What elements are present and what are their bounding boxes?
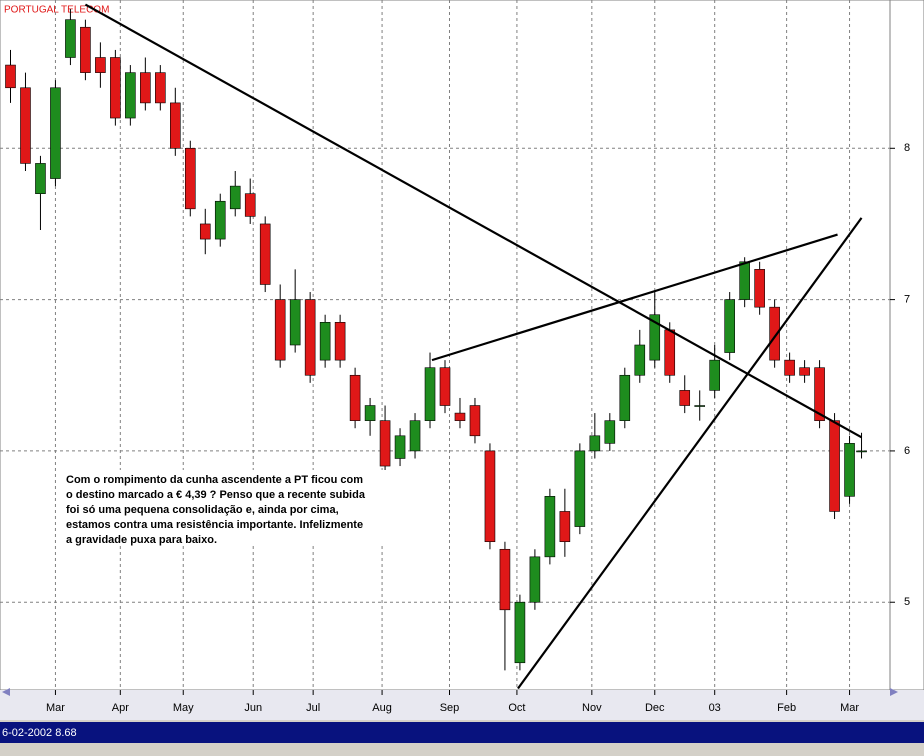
y-tick-label: 8 [904, 142, 910, 154]
candle-body [454, 412, 466, 421]
candle-body [604, 420, 616, 444]
candle-body [844, 443, 855, 497]
x-tick-label: Jun [244, 702, 262, 714]
annotation-line: o destino marcado a € 4,39 ? Penso que a… [66, 489, 366, 501]
trendline [431, 233, 838, 362]
annotation-line: Com o rompimento da cunha ascendente a P… [66, 474, 363, 486]
candle-body [35, 163, 46, 194]
trendline [517, 217, 863, 690]
candle-body [65, 19, 76, 58]
x-tick-label: 03 [709, 702, 721, 714]
candle-body [5, 64, 16, 89]
x-tick-label: Jul [306, 702, 320, 714]
scroll-right[interactable] [890, 688, 898, 696]
x-tick-label: Dec [645, 702, 665, 714]
annotation-line: a gravidade puxa para baixo. [66, 534, 217, 546]
candle-body [664, 329, 676, 376]
annotation-line: foi só uma pequena consolidação e, ainda… [66, 504, 339, 516]
candle-body [484, 450, 496, 543]
candle-body [424, 367, 436, 421]
candle-body [20, 87, 31, 164]
candle-body [364, 405, 376, 421]
candle-body [304, 299, 316, 376]
y-tick-label: 5 [904, 596, 910, 608]
candle-body [394, 435, 406, 459]
x-tick-label: May [173, 702, 194, 714]
status-bar [0, 722, 924, 743]
trendline [84, 3, 863, 439]
x-tick-label: Feb [777, 702, 796, 714]
candle-body [184, 147, 196, 210]
candle-body [319, 322, 331, 361]
candle-body [214, 200, 226, 240]
candle-body [349, 374, 361, 421]
candle-body [829, 420, 840, 512]
x-tick-label: Nov [582, 702, 602, 714]
candle-body [619, 374, 631, 421]
candle-body [469, 405, 481, 437]
candle-body [110, 57, 121, 119]
candle-body [125, 72, 136, 119]
candle-body [199, 223, 211, 240]
candle-body [589, 435, 601, 452]
candle-body [856, 450, 867, 453]
candle-body [170, 102, 181, 149]
candle-body [259, 223, 271, 285]
candle-body [95, 57, 106, 73]
candle-body [379, 420, 391, 467]
candle-body [784, 359, 795, 376]
scroll-left[interactable] [2, 688, 10, 696]
candle-body [694, 405, 706, 407]
candle-body [724, 299, 735, 353]
candle-body [409, 420, 421, 452]
candle-body [529, 556, 541, 603]
y-tick-label: 6 [904, 445, 910, 457]
candle-body [559, 511, 571, 543]
candle-body [514, 601, 526, 664]
candle-body [244, 193, 256, 217]
candle-body [289, 299, 301, 346]
candle-body [814, 367, 825, 421]
candle-body [50, 87, 61, 179]
y-axis-area [889, 0, 924, 691]
x-tick-label: Apr [112, 702, 129, 714]
x-axis-area [0, 690, 924, 720]
y-tick-label: 7 [904, 294, 910, 306]
candle-body [679, 390, 691, 406]
x-tick-label: Mar [46, 702, 65, 714]
marks [0, 0, 890, 690]
candle-body [769, 306, 780, 361]
candle-body [739, 261, 750, 300]
plot-area [0, 0, 891, 691]
chart-title: PORTUGAL TELECOM [4, 5, 109, 16]
candle-body [274, 299, 286, 361]
candle-body [140, 72, 151, 104]
annotation-line: estamos contra uma resistência important… [66, 519, 363, 531]
candle-body [439, 367, 451, 406]
x-tick-label: Aug [372, 702, 392, 714]
candle-body [334, 322, 346, 361]
candle-body [80, 26, 91, 73]
candle-body [155, 72, 166, 104]
candle-body [544, 496, 556, 558]
x-tick-label: Mar [840, 702, 859, 714]
note-bg [62, 470, 392, 544]
candle-body [229, 185, 241, 210]
candle-body [634, 344, 646, 376]
candle-body [574, 450, 586, 527]
candle-body [709, 359, 720, 391]
status-text: 6-02-2002 8.68 [2, 727, 77, 739]
candle-body [754, 269, 765, 308]
x-tick-label: Oct [508, 702, 525, 714]
candle-body [799, 367, 810, 376]
candle-body [649, 314, 661, 361]
candle-body [499, 548, 511, 611]
x-tick-label: Sep [440, 702, 460, 714]
